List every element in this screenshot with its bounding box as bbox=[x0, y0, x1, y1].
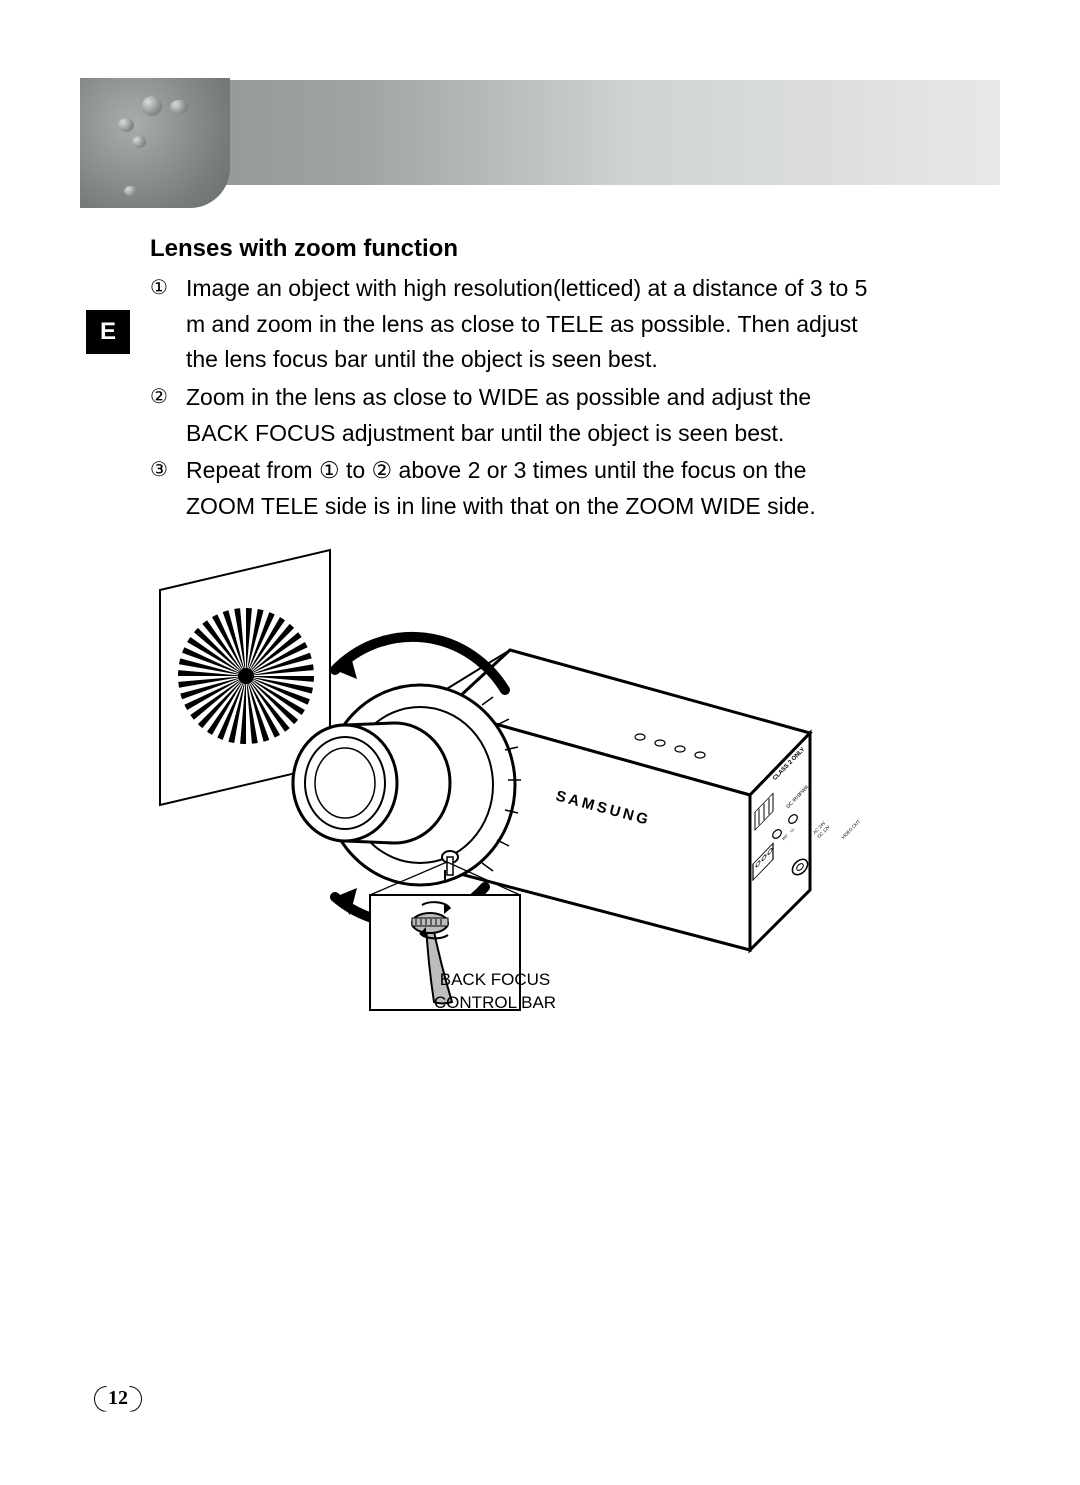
step-text: Zoom in the lens as close to WIDE as pos… bbox=[186, 384, 811, 446]
banner-decor bbox=[80, 78, 230, 208]
circled-num-1: ① bbox=[150, 273, 168, 304]
step-text: Repeat from ① to ② above 2 or 3 times un… bbox=[186, 457, 816, 519]
page-number: 12 bbox=[108, 1387, 128, 1410]
figure-diagram: SAMSUNG CLASS 2 ONLY DC IRIS PWR INT LL … bbox=[150, 540, 870, 1060]
step-3: ③ Repeat from ① to ② above 2 or 3 times … bbox=[150, 453, 870, 524]
section-heading: Lenses with zoom function bbox=[150, 235, 870, 263]
language-tab: E bbox=[86, 310, 130, 354]
header-banner bbox=[80, 80, 1000, 185]
circled-num-2: ② bbox=[150, 382, 168, 413]
circled-num-3: ③ bbox=[150, 455, 168, 486]
figure-caption: BACK FOCUS CONTROL BAR bbox=[395, 969, 595, 1015]
step-text: Image an object with high resolution(let… bbox=[186, 275, 867, 372]
step-1: ① Image an object with high resolution(l… bbox=[150, 271, 870, 378]
svg-text:VIDEO OUT: VIDEO OUT bbox=[840, 819, 861, 840]
content-block: Lenses with zoom function ① Image an obj… bbox=[150, 235, 870, 526]
body-text: ① Image an object with high resolution(l… bbox=[150, 271, 870, 524]
step-2: ② Zoom in the lens as close to WIDE as p… bbox=[150, 380, 870, 451]
